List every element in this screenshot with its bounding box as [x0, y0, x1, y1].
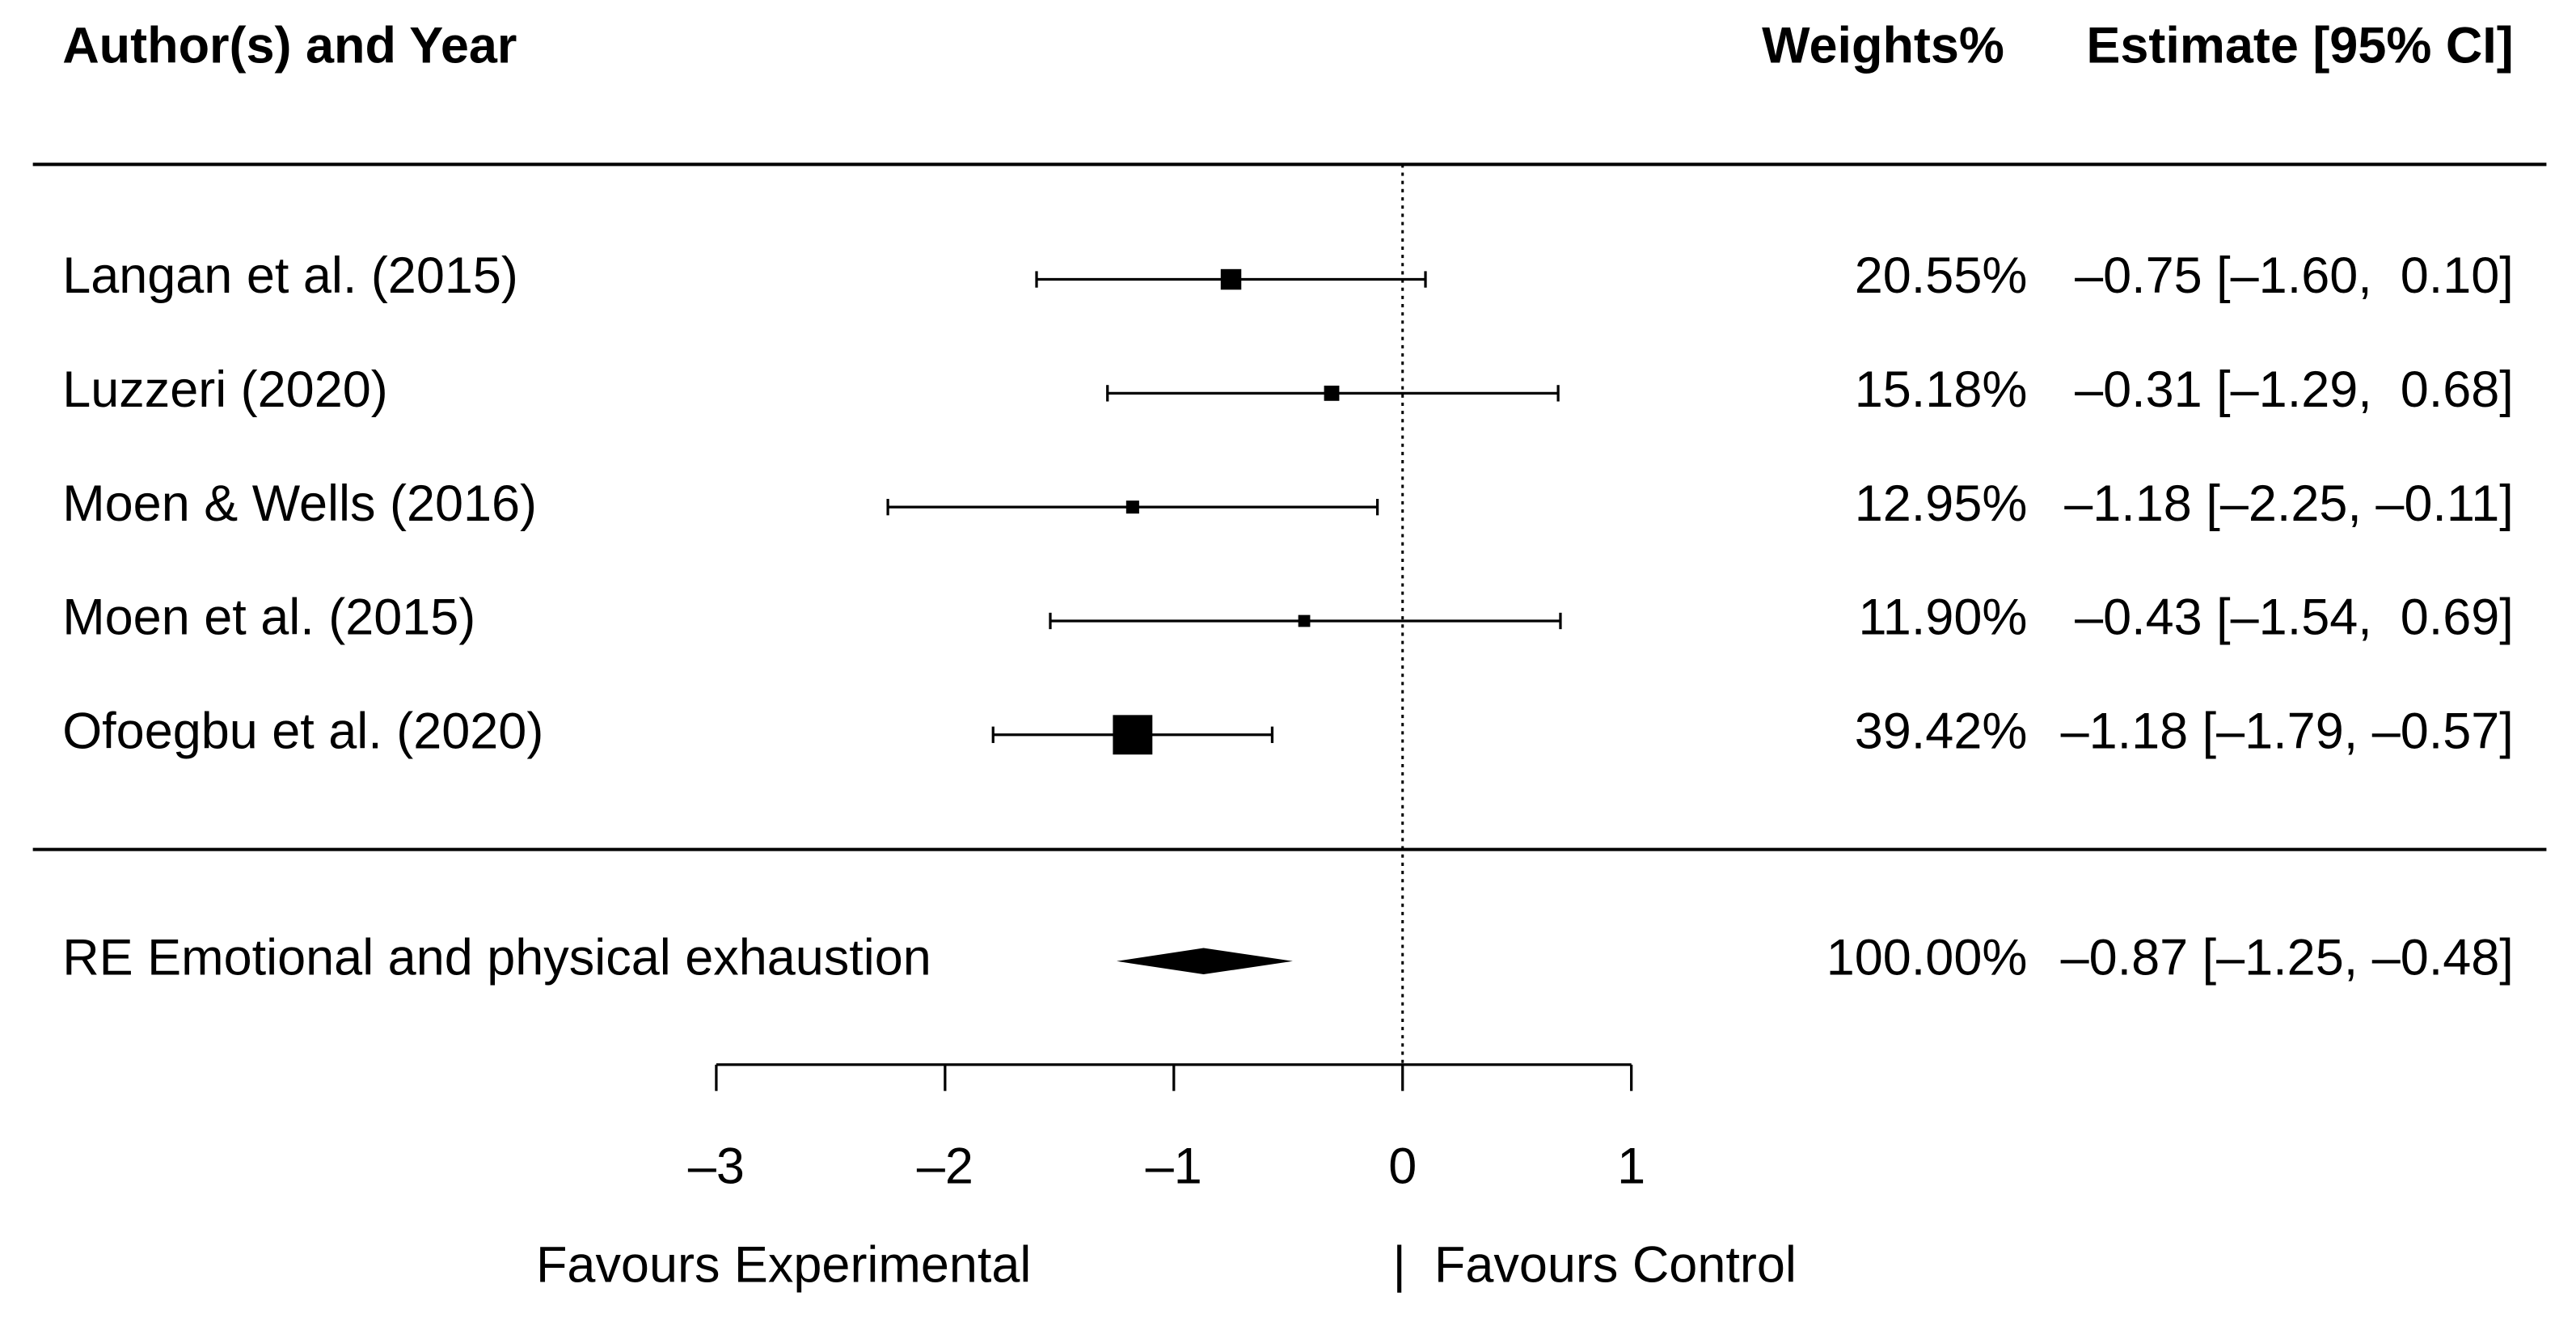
estimate-label: –0.31 [–1.29, 0.68] — [2075, 361, 2514, 418]
header-study: Author(s) and Year — [62, 18, 517, 74]
weight-label: 20.55% — [1855, 247, 2028, 304]
estimate-label: –0.75 [–1.60, 0.10] — [2075, 247, 2514, 304]
estimate-box — [1125, 500, 1139, 514]
x-label-right: | Favours Control — [1393, 1236, 1797, 1293]
x-tick-label: –1 — [1146, 1138, 1202, 1194]
weight-label: 15.18% — [1855, 361, 2028, 418]
x-tick-label: 1 — [1617, 1138, 1645, 1194]
summary-name: RE Emotional and physical exhaustion — [62, 929, 931, 986]
x-tick-label: –3 — [688, 1138, 745, 1194]
weight-label: 39.42% — [1855, 703, 2028, 759]
x-label-left: Favours Experimental — [536, 1236, 1031, 1293]
study-name: Moen & Wells (2016) — [62, 475, 537, 532]
weight-label: 11.90% — [1858, 589, 2027, 646]
estimate-box — [1324, 385, 1340, 401]
estimate-box — [1220, 268, 1242, 290]
summary-estimate: –0.87 [–1.25, –0.48] — [2061, 929, 2514, 986]
estimate-label: –0.43 [–1.54, 0.69] — [2075, 589, 2514, 646]
study-name: Luzzeri (2020) — [62, 361, 388, 418]
summary-weight: 100.00% — [1826, 929, 2028, 986]
x-tick-label: –2 — [917, 1138, 973, 1194]
summary-diamond — [1117, 948, 1293, 975]
estimate-label: –1.18 [–2.25, –0.11] — [2064, 475, 2514, 532]
estimate-box — [1113, 715, 1153, 755]
study-name: Langan et al. (2015) — [62, 247, 518, 304]
header-estimate: Estimate [95% CI] — [2086, 18, 2513, 74]
study-name: Moen et al. (2015) — [62, 589, 475, 646]
weight-label: 12.95% — [1855, 475, 2028, 532]
study-name: Ofoegbu et al. (2020) — [62, 703, 543, 759]
estimate-label: –1.18 [–1.79, –0.57] — [2061, 703, 2514, 759]
estimate-box — [1298, 614, 1311, 627]
header-weight: Weights% — [1762, 18, 2004, 74]
x-tick-label: 0 — [1388, 1138, 1417, 1194]
